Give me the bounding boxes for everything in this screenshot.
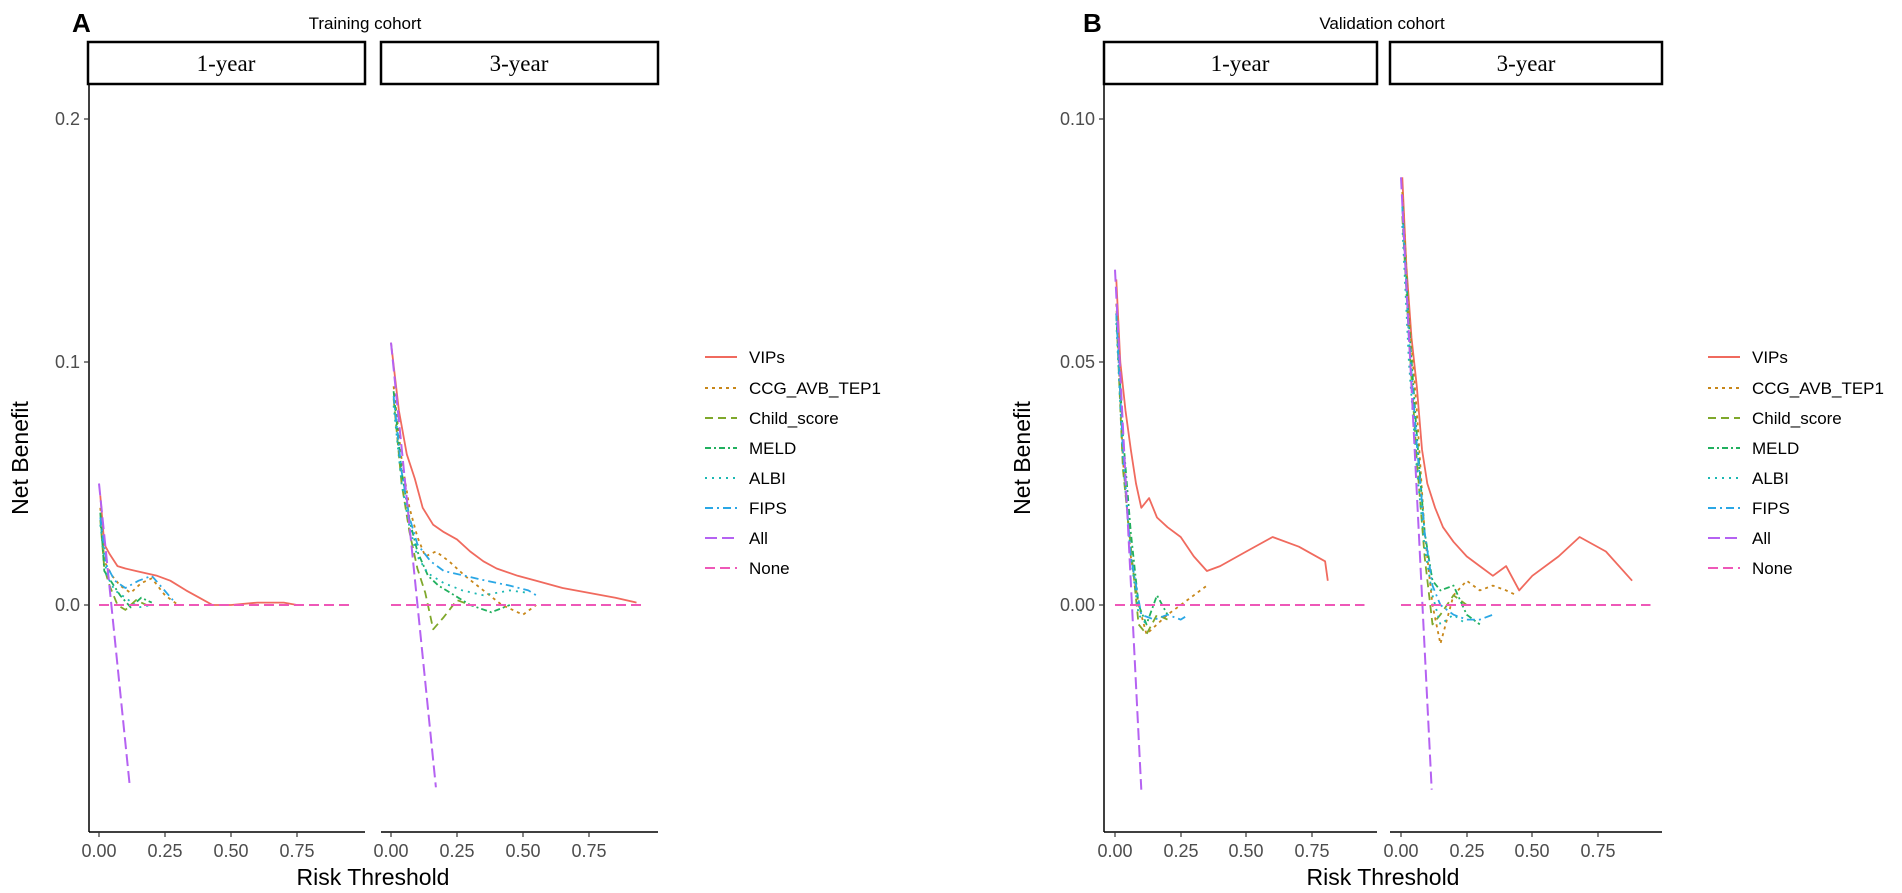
panel-b-facet-2-lines (1400, 177, 1651, 790)
x-tick-label: 0.50 (1514, 841, 1549, 861)
panel-b-letter: B (1083, 8, 1102, 38)
series-line-fips (392, 395, 537, 597)
x-tick-label: 0.25 (439, 841, 474, 861)
panel-b-validation-cohort: B Validation cohort 1-year 3-year 0.00 0… (1009, 8, 1884, 890)
panel-a-facet-1-lines (98, 483, 350, 788)
panel-a-letter: A (72, 8, 91, 38)
panel-b-strip-3-year-label: 3-year (1497, 51, 1556, 76)
panel-a-facet-2-lines (390, 342, 642, 788)
x-tick-label: 0.00 (1097, 841, 1132, 861)
x-tick-label: 0.25 (1449, 841, 1484, 861)
series-line-vips (1401, 177, 1633, 592)
panel-b-facet-2-x-ticks: 0.00 0.25 0.50 0.75 (1383, 832, 1616, 861)
series-line-child-score (99, 519, 147, 611)
series-line-ccg-avb-tep1 (392, 386, 537, 616)
series-line-ccg-avb-tep1 (1115, 303, 1208, 636)
panel-a-strip-3-year-label: 3-year (490, 51, 549, 76)
x-tick-label: 0.50 (213, 841, 248, 861)
series-line-all (1400, 177, 1433, 790)
panel-a-facet-1-x-ticks: 0.00 0.25 0.50 0.75 (81, 832, 315, 861)
series-line-albi (392, 405, 529, 597)
legend-label-albi: ALBI (1752, 469, 1789, 488)
panel-b-strip-3-year (1388, 40, 1664, 86)
panel-a-ytick-label: 0.2 (55, 109, 80, 129)
panel-b-ytick-label: 0.10 (1060, 109, 1095, 129)
panel-a-training-cohort: A Training cohort 1-year 3-year 0.0 0.1 … (7, 8, 881, 890)
panel-b-ylabel: Net Benefit (1009, 401, 1035, 515)
series-line-meld (1115, 313, 1169, 626)
panel-a-strip-1-year-label: 1-year (197, 51, 256, 76)
panel-b-legend: VIPs CCG_AVB_TEP1 Child_score MELD ALBI … (1708, 348, 1884, 578)
series-line-fips (99, 517, 174, 601)
panel-b-facet-1-lines (1114, 269, 1365, 790)
panel-b-facet-1-x-ticks: 0.00 0.25 0.50 0.75 (1097, 832, 1330, 861)
legend-label-ccg-avb-tep1: CCG_AVB_TEP1 (1752, 379, 1884, 398)
panel-a-xlabel: Risk Threshold (297, 864, 450, 890)
series-line-vips (390, 342, 637, 604)
series-line-albi (1401, 225, 1468, 626)
panel-a-facet-2-x-ticks: 0.00 0.25 0.50 0.75 (373, 832, 607, 861)
series-line-all (1114, 269, 1143, 790)
x-tick-label: 0.75 (1580, 841, 1615, 861)
x-tick-label: 0.25 (147, 841, 182, 861)
legend-label-fips: FIPS (749, 499, 787, 518)
panel-b-ytick-label: 0.05 (1060, 352, 1095, 372)
x-tick-label: 0.00 (81, 841, 116, 861)
panel-b-title: Validation cohort (1319, 14, 1445, 33)
legend-label-child-score: Child_score (749, 409, 839, 428)
legend-label-meld: MELD (1752, 439, 1799, 458)
legend-label-vips: VIPs (749, 348, 785, 367)
panel-a-title: Training cohort (309, 14, 422, 33)
series-line-child-score (1401, 216, 1468, 626)
legend-label-vips: VIPs (1752, 348, 1788, 367)
series-line-all (98, 483, 131, 788)
legend-label-none: None (749, 559, 790, 578)
x-tick-label: 0.75 (1294, 841, 1329, 861)
legend-label-ccg-avb-tep1: CCG_AVB_TEP1 (749, 379, 881, 398)
panel-a-ytick-label: 0.1 (55, 352, 80, 372)
legend-label-none: None (1752, 559, 1793, 578)
panel-a-legend: VIPs CCG_AVB_TEP1 Child_score MELD ALBI … (705, 348, 881, 578)
legend-label-meld: MELD (749, 439, 796, 458)
series-line-albi (99, 524, 152, 609)
x-tick-label: 0.75 (571, 841, 606, 861)
panel-b-strip-1-year (1102, 40, 1379, 86)
panel-a-strip-1-year (86, 40, 367, 86)
series-line-vips (99, 495, 298, 606)
series-line-fips (1115, 313, 1189, 621)
x-tick-label: 0.50 (1228, 841, 1263, 861)
series-line-fips (1401, 206, 1494, 621)
panel-a-ylabel: Net Benefit (7, 401, 33, 515)
panel-b-xlabel: Risk Threshold (1307, 864, 1460, 890)
legend-label-all: All (1752, 529, 1771, 548)
x-tick-label: 0.00 (1383, 841, 1418, 861)
panel-a-ytick-label: 0.0 (55, 595, 80, 615)
series-line-all (390, 342, 437, 788)
panel-b-strip-1-year-label: 1-year (1211, 51, 1270, 76)
x-tick-label: 0.75 (279, 841, 314, 861)
legend-label-albi: ALBI (749, 469, 786, 488)
legend-label-all: All (749, 529, 768, 548)
panel-b-ytick-label: 0.00 (1060, 595, 1095, 615)
series-line-meld (392, 391, 511, 614)
x-tick-label: 0.25 (1163, 841, 1198, 861)
series-line-child-score (1115, 313, 1168, 636)
panel-a-strip-3-year (379, 40, 660, 86)
legend-label-child-score: Child_score (1752, 409, 1842, 428)
x-tick-label: 0.00 (373, 841, 408, 861)
series-line-ccg-avb-tep1 (99, 507, 179, 606)
x-tick-label: 0.50 (505, 841, 540, 861)
legend-label-fips: FIPS (1752, 499, 1790, 518)
series-line-meld (99, 512, 153, 609)
series-line-child-score (392, 398, 471, 631)
series-line-vips (1115, 279, 1329, 581)
